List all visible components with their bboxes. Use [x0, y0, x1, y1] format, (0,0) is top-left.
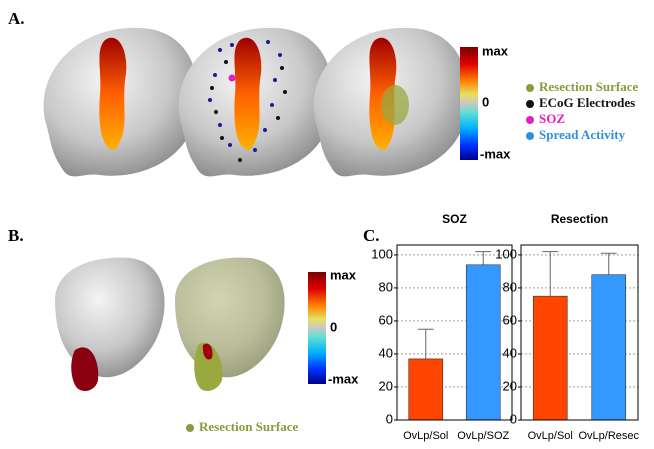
bar: [408, 358, 444, 421]
colorbar-label: -max: [480, 146, 511, 161]
x-tick-label: OvLp/Sol: [403, 430, 448, 442]
brain-images-b: [55, 257, 326, 392]
legend-label: SOZ: [539, 111, 565, 126]
panel-label: B.: [8, 226, 24, 245]
colorbar-label: 0: [482, 94, 489, 109]
chart-title: SOZ: [442, 212, 467, 226]
y-tick-label: 80: [503, 279, 517, 294]
legend-label: ECoG Electrodes: [539, 95, 635, 110]
colorbar-label: max: [330, 267, 357, 282]
y-tick-label: 20: [379, 378, 393, 393]
y-tick-label: 100: [495, 246, 517, 261]
bar: [465, 264, 501, 421]
y-tick-label: 20: [503, 378, 517, 393]
y-tick-label: 60: [503, 312, 517, 327]
legend-marker: [186, 424, 194, 432]
panel-label: A.: [8, 9, 25, 28]
legend-marker: [526, 132, 534, 140]
legend-label: Resection Surface: [199, 419, 299, 434]
y-tick-label: 80: [379, 279, 393, 294]
x-tick-label: OvLp/SOZ: [457, 430, 509, 442]
y-tick-label: 0: [386, 411, 393, 426]
legend-marker: [526, 116, 534, 124]
brain-images-a: [43, 27, 478, 177]
y-tick-label: 0: [510, 411, 517, 426]
x-tick-label: OvLp/Resec: [578, 430, 639, 442]
y-tick-label: 100: [371, 246, 393, 261]
colorbar-label: max: [482, 43, 509, 58]
x-tick-label: OvLp/Sol: [528, 430, 573, 442]
y-tick-label: 40: [379, 345, 393, 360]
colorbar-label: 0: [330, 319, 337, 334]
panel-label: C.: [363, 226, 380, 245]
legend-marker: [526, 84, 534, 92]
chart-title: Resection: [551, 212, 608, 226]
bar: [532, 295, 568, 421]
legend-label: Resection Surface: [539, 79, 639, 94]
y-tick-label: 60: [379, 312, 393, 327]
legend-marker: [526, 100, 534, 108]
y-tick-label: 40: [503, 345, 517, 360]
plot-frame: [520, 244, 639, 421]
plot-frame: [396, 244, 513, 421]
legend-label: Spread Activity: [539, 127, 626, 142]
bar: [591, 274, 627, 421]
colorbar-label: -max: [328, 371, 359, 386]
